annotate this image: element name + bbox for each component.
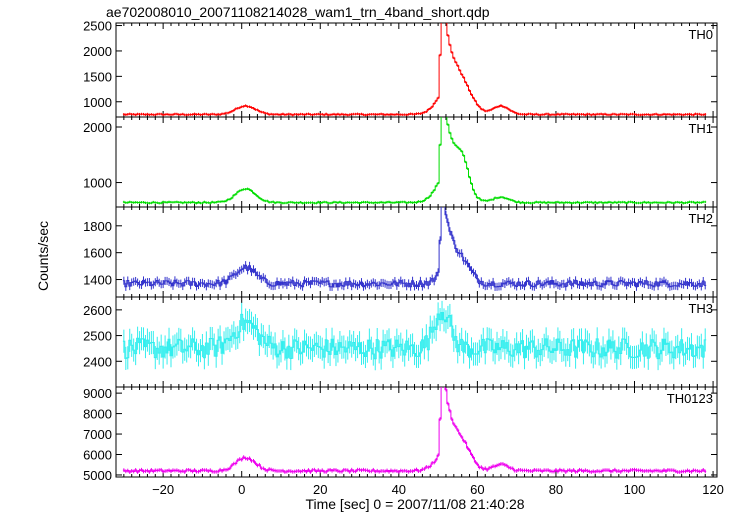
y-tick-label: 2600 (83, 303, 112, 318)
panel-label: TH3 (688, 301, 713, 316)
y-tick-label: 1600 (83, 246, 112, 261)
series-th3 (122, 300, 707, 371)
panel-frame (115, 386, 718, 478)
series-th0 (122, 23, 707, 117)
y-tick-label: 1800 (83, 219, 112, 234)
x-tick-label: 120 (702, 482, 724, 497)
y-tick-label: 9000 (83, 386, 112, 401)
panels: 1000 1500 2000 2500 TH0 1000 2000 TH1 1400 1600 18… (83, 19, 718, 483)
x-axis-label: Time [sec] 0 = 2007/11/08 21:40:28 (305, 496, 524, 512)
chart-title: ae702008010_20071108214028_wam1_trn_4ban… (106, 4, 490, 20)
step-line (122, 387, 707, 473)
panel-frame (115, 116, 718, 208)
x-axis-tick-labels: −20 0 20 40 60 80 100 120 (152, 482, 724, 497)
series-th0123 (122, 387, 707, 474)
y-tick-label: 1000 (83, 95, 112, 110)
x-tick-label: 20 (313, 482, 327, 497)
panel-th3: 2400 2500 2600 TH3 (83, 296, 718, 388)
x-tick-label: −20 (152, 482, 174, 497)
panel-label: TH2 (688, 211, 713, 226)
panel-label: TH1 (688, 121, 713, 136)
y-tick-label: 5000 (83, 468, 112, 483)
y-tick-label: 2400 (83, 354, 112, 369)
y-tick-label: 7000 (83, 427, 112, 442)
y-tick-label: 2000 (83, 44, 112, 59)
y-axis-label: Counts/sec (35, 221, 51, 291)
x-tick-label: 80 (549, 482, 563, 497)
y-tick-label: 2000 (83, 120, 112, 135)
y-tick-label: 2500 (83, 329, 112, 344)
panel-th0: 1000 1500 2000 2500 TH0 (83, 19, 718, 118)
panel-th0123: 5000 6000 7000 8000 9000 TH0123 (83, 386, 718, 483)
x-tick-label: 0 (238, 482, 245, 497)
step-line (122, 117, 707, 204)
series-th2 (122, 207, 707, 291)
y-tick-label: 8000 (83, 407, 112, 422)
y-tick-label: 1000 (83, 176, 112, 191)
series-th1 (122, 117, 707, 205)
x-tick-label: 60 (470, 482, 484, 497)
y-tick-label: 2500 (83, 19, 112, 34)
panel-label: TH0 (688, 27, 713, 42)
x-tick-label: 40 (392, 482, 406, 497)
y-tick-label: 1400 (83, 273, 112, 288)
panel-frame (115, 22, 718, 118)
y-tick-label: 1500 (83, 69, 112, 84)
panel-label: TH0123 (667, 391, 713, 406)
panel-th2: 1400 1600 1800 TH2 (83, 206, 718, 298)
x-tick-label: 100 (624, 482, 646, 497)
panel-th1: 1000 2000 TH1 (83, 116, 718, 208)
step-line (122, 207, 707, 288)
y-tick-label: 6000 (83, 448, 112, 463)
